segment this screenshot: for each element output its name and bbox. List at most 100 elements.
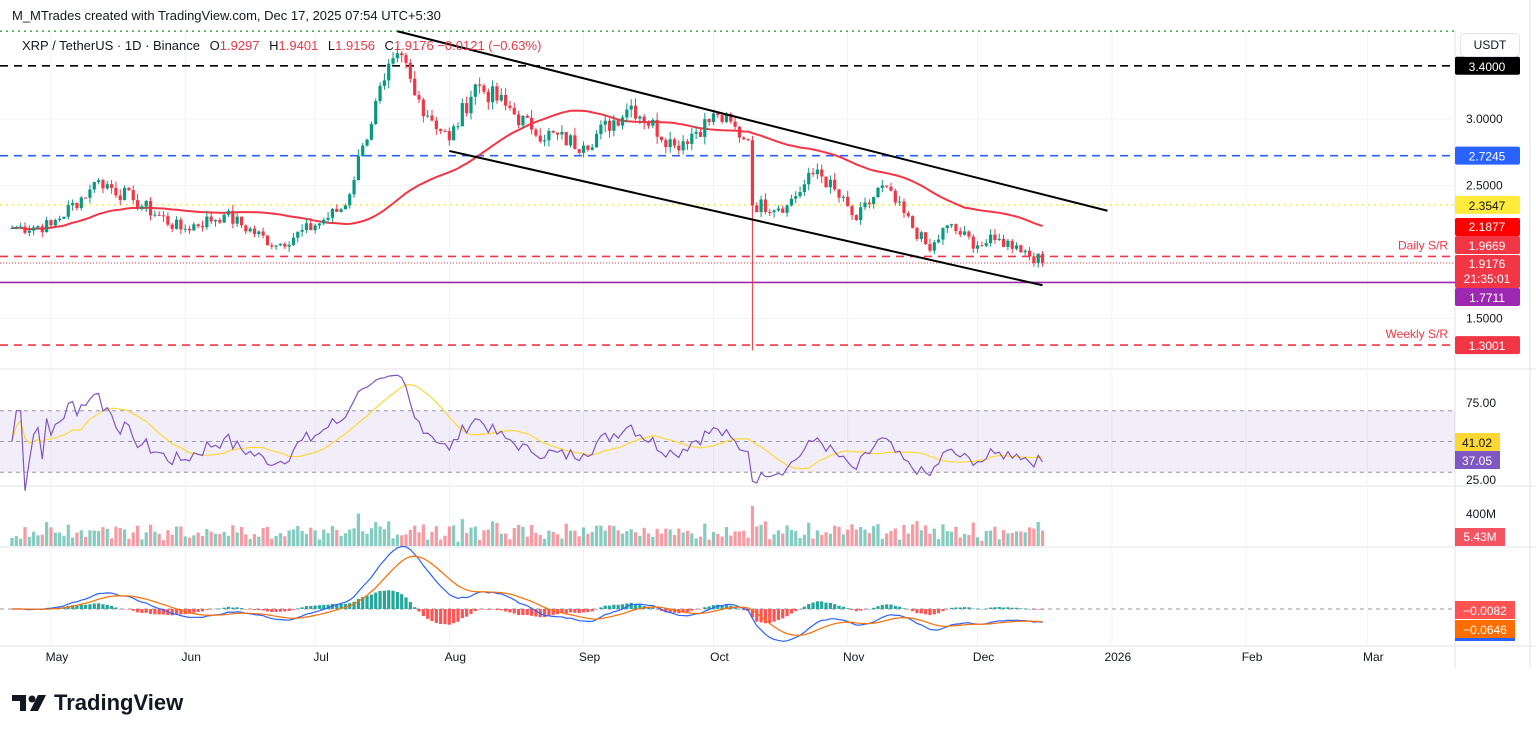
macd-tag-label: −0.0082 (1463, 604, 1507, 618)
rsi-tag (1455, 433, 1500, 451)
candle-body (274, 245, 278, 247)
candle-body (776, 208, 781, 211)
candle-body (499, 94, 503, 101)
volume-bar (811, 538, 815, 546)
candle-body (763, 199, 768, 212)
candle-body (140, 206, 144, 209)
volume-bar (560, 538, 564, 546)
macd-histogram-bar (703, 607, 707, 609)
volume-bar (586, 533, 590, 546)
candle-body (694, 131, 698, 134)
candle-body (209, 216, 213, 222)
candle-body (148, 201, 153, 216)
macd-histogram-bar (551, 609, 555, 615)
volume-bar (75, 532, 79, 546)
volume-bar (426, 539, 430, 546)
volume-tag (1455, 528, 1505, 546)
tradingview-logo[interactable]: TradingView (12, 690, 183, 716)
volume-bar (317, 539, 322, 546)
low-value: 1.9156 (335, 38, 375, 53)
macd-histogram-bar (88, 604, 92, 609)
currency-button[interactable]: USDT (1460, 33, 1520, 57)
candle-body (629, 105, 633, 110)
macd-histogram-bar (854, 609, 858, 612)
candle-body (525, 115, 529, 118)
candle-body (330, 208, 335, 218)
macd-histogram-bar (387, 590, 391, 609)
macd-histogram-bar (122, 609, 127, 610)
macd-histogram-bar (84, 604, 88, 609)
volume-bar (694, 538, 698, 546)
volume-bar (153, 531, 157, 546)
candle-body (997, 238, 1001, 241)
candle-body (452, 126, 456, 141)
volume-bar (473, 526, 477, 546)
macd-histogram-bar (226, 606, 231, 609)
rsi-line (11, 374, 1044, 491)
price-tag (1455, 146, 1520, 165)
macd-histogram-bar (179, 609, 183, 615)
candle-body (226, 210, 231, 215)
volume-bar (629, 529, 633, 546)
macd-histogram-bar (131, 609, 135, 611)
rsi-tag (1455, 451, 1500, 469)
candle-body (880, 185, 884, 188)
volume-bar (62, 535, 66, 546)
x-tick-label: Mar (1363, 650, 1384, 664)
volume-bar (538, 534, 542, 546)
macd-histogram-bar (941, 609, 945, 612)
volume-bar (365, 533, 369, 546)
volume-bar (672, 535, 677, 546)
volume-bar (66, 524, 70, 546)
macd-histogram-bar (153, 609, 157, 615)
candle-body (291, 237, 296, 246)
level-note: Daily S/R (1398, 238, 1448, 252)
candle-body (482, 85, 486, 92)
volume-bar (859, 526, 863, 546)
macd-histogram-bar (270, 609, 274, 612)
macd-histogram-bar (1006, 607, 1010, 609)
volume-bar (984, 530, 988, 546)
volume-bar (387, 521, 391, 546)
macd-histogram-bar (395, 591, 399, 609)
macd-histogram-bar (135, 609, 140, 613)
volume-bar (919, 530, 923, 546)
x-tick-label: Dec (973, 650, 994, 664)
volume-bar (750, 506, 755, 546)
candle-body (915, 227, 919, 239)
macd-histogram-bar (750, 609, 755, 618)
volume-bar (482, 530, 486, 546)
macd-histogram-bar (880, 604, 884, 609)
macd-histogram-bar (499, 609, 503, 611)
volume-bar (304, 534, 309, 546)
macd-histogram-bar (633, 603, 638, 609)
volume-bar (200, 535, 205, 546)
macd-histogram-bar (465, 609, 469, 617)
volume-bar (785, 525, 789, 546)
macd-histogram-bar (239, 608, 244, 609)
macd-histogram-bar (802, 606, 806, 609)
candle-body (963, 231, 967, 235)
macd-histogram-bar (681, 609, 685, 613)
volume-bar (603, 530, 607, 546)
candle-body (283, 243, 287, 247)
macd-histogram-bar (469, 609, 473, 614)
candle-body (945, 225, 949, 229)
candle-body (1006, 240, 1010, 247)
candle-body (343, 205, 348, 210)
volume-bar (71, 537, 75, 546)
candle-body (950, 224, 954, 226)
macd-tag (1455, 620, 1515, 638)
macd-histogram-bar (668, 609, 672, 613)
candle-body (815, 169, 819, 175)
symbol-title[interactable]: XRP / TetherUS · 1D · Binance (22, 38, 200, 53)
macd-histogram-bar (200, 609, 205, 612)
macd-histogram-bar (542, 609, 547, 618)
volume-bar (863, 529, 867, 546)
volume-bar (997, 539, 1001, 546)
candle-body (309, 223, 313, 231)
volume-bar (252, 534, 257, 546)
candle-body (23, 226, 27, 233)
volume-tag-label: 5.43M (1463, 530, 1496, 544)
